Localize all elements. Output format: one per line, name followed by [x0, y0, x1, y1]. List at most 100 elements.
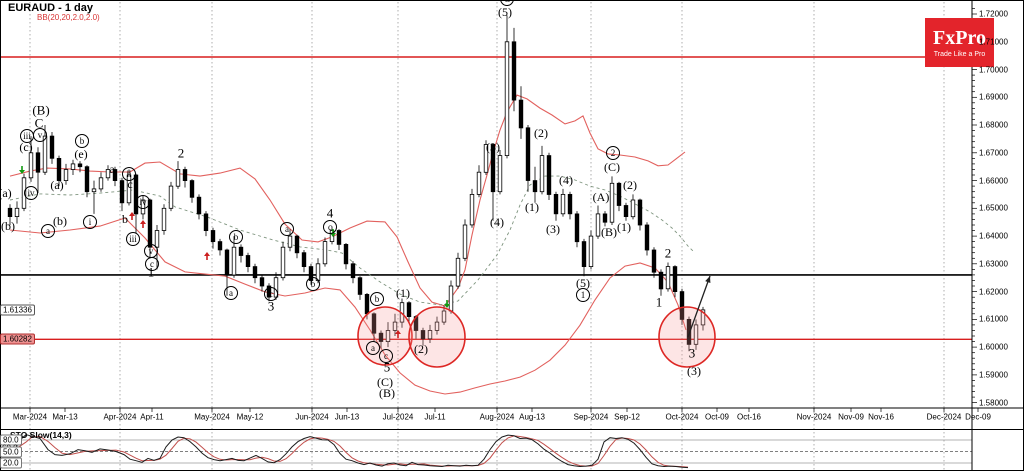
trade-arrow-up: [444, 304, 450, 308]
candlestick: [448, 285, 454, 312]
candlestick: [112, 169, 118, 182]
candlestick: [686, 318, 692, 345]
candlestick: [294, 235, 300, 254]
candlestick: [427, 330, 433, 340]
candlestick: [287, 235, 293, 248]
projection-arrow-line: [687, 275, 711, 338]
candlestick: [532, 180, 538, 193]
candlestick: [581, 241, 587, 268]
candlestick: [329, 230, 335, 243]
candlestick: [364, 293, 370, 315]
candlestick: [133, 174, 139, 215]
candlestick: [161, 207, 167, 231]
candlestick: [574, 213, 580, 243]
candlestick: [168, 185, 174, 209]
candlestick: [224, 249, 230, 276]
trade-arrow-down: [395, 330, 401, 334]
candlestick: [70, 163, 76, 170]
candlestick: [623, 205, 629, 218]
candlestick: [336, 230, 342, 245]
candlestick: [406, 302, 412, 318]
candlestick: [301, 252, 307, 267]
candlestick: [7, 207, 13, 218]
candlestick: [525, 127, 531, 181]
candlestick: [280, 246, 286, 279]
candlestick: [140, 199, 146, 215]
candlestick: [595, 213, 601, 237]
candlestick: [322, 241, 328, 265]
candlestick: [511, 41, 517, 101]
candlestick: [217, 241, 223, 251]
candlestick: [483, 144, 489, 173]
candlestick: [700, 309, 706, 326]
candlestick: [238, 246, 244, 256]
candlestick: [637, 199, 643, 226]
candlestick: [553, 193, 559, 215]
bollinger-upper-band: [9, 94, 686, 307]
candlestick: [672, 266, 678, 293]
candlestick: [679, 291, 685, 320]
candlestick: [21, 177, 27, 209]
candlestick: [658, 271, 664, 290]
candlestick: [651, 249, 657, 273]
candlestick: [504, 41, 510, 157]
candlestick: [644, 224, 650, 251]
candlestick: [154, 230, 160, 248]
highlight-circle: [658, 306, 716, 368]
candlestick: [189, 180, 195, 198]
highlight-circle: [357, 306, 413, 366]
candlestick: [245, 255, 251, 268]
candlestick: [56, 157, 62, 181]
candlestick: [259, 277, 265, 287]
candlestick: [616, 182, 622, 206]
trade-arrow-down: [129, 212, 135, 216]
trade-arrow-down: [140, 220, 146, 224]
candlestick: [665, 266, 671, 290]
candlestick: [476, 171, 482, 195]
candlestick: [308, 266, 314, 281]
candlestick: [63, 169, 69, 182]
candlestick: [518, 99, 524, 129]
candlestick: [119, 180, 125, 204]
sto-d-line: [7, 435, 689, 468]
candlestick: [588, 235, 594, 268]
candlestick: [539, 155, 545, 193]
candlestick: [567, 193, 573, 215]
candlestick: [497, 155, 503, 193]
sto-k-line: [7, 434, 689, 469]
projection-arrow-head: [705, 276, 711, 283]
candlestick: [196, 196, 202, 215]
candlestick: [630, 199, 636, 218]
candlestick: [469, 193, 475, 226]
trade-arrow-up: [330, 233, 336, 237]
candlestick: [175, 169, 181, 187]
candlestick: [693, 324, 699, 345]
candlestick: [252, 266, 258, 279]
candlestick: [49, 135, 55, 159]
candlestick: [98, 177, 104, 190]
candlestick: [350, 263, 356, 279]
candlestick: [343, 243, 349, 265]
candlestick: [455, 257, 461, 287]
candlestick: [609, 182, 615, 223]
candlestick: [210, 230, 216, 243]
candlestick: [28, 152, 34, 179]
candlestick: [77, 163, 83, 168]
candlestick: [266, 285, 272, 298]
candlestick: [315, 263, 321, 281]
candlestick: [14, 207, 20, 218]
candlestick: [84, 166, 90, 193]
candlestick: [105, 169, 111, 179]
candlestick: [392, 321, 398, 331]
candlestick: [546, 155, 552, 195]
highlight-circle: [408, 306, 466, 368]
candlestick: [560, 193, 566, 215]
candlestick: [203, 213, 209, 231]
candlestick: [385, 330, 391, 343]
candlestick: [42, 135, 48, 173]
candlestick: [35, 152, 41, 173]
candlestick: [273, 277, 279, 298]
candlestick: [378, 332, 384, 342]
candlestick: [420, 330, 426, 340]
